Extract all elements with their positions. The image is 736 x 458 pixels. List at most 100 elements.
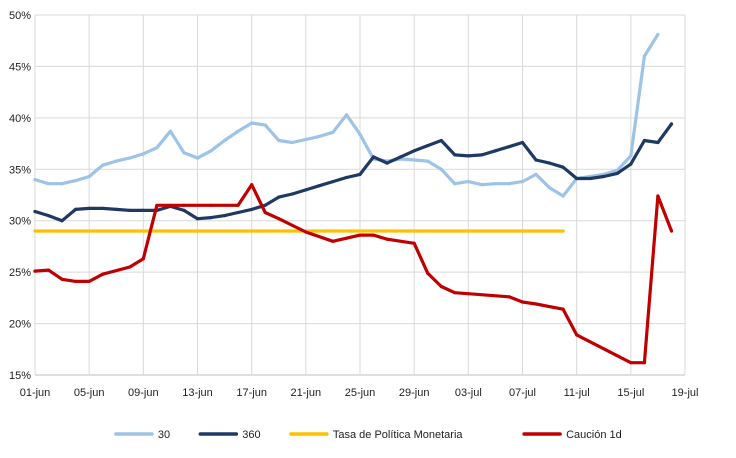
data-point bbox=[480, 153, 484, 157]
data-point bbox=[669, 122, 674, 126]
data-point bbox=[114, 207, 118, 211]
legend: 30 360 Tasa de Política Monetaria Caución 1… bbox=[114, 429, 622, 441]
y-tick-label: 20% bbox=[9, 319, 31, 331]
data-point bbox=[520, 300, 525, 304]
data-point bbox=[548, 161, 552, 165]
data-point bbox=[466, 154, 470, 158]
data-point bbox=[128, 265, 132, 269]
data-point bbox=[182, 208, 186, 212]
data-point bbox=[155, 203, 159, 207]
data-point bbox=[33, 209, 37, 214]
data-point bbox=[223, 214, 227, 218]
data-point bbox=[656, 140, 660, 145]
data-point bbox=[155, 146, 159, 150]
legend-item: 30 bbox=[114, 429, 170, 441]
data-point bbox=[290, 192, 294, 196]
data-point bbox=[33, 269, 37, 273]
data-point bbox=[250, 183, 254, 187]
data-point bbox=[439, 138, 443, 143]
data-point bbox=[466, 180, 470, 184]
x-axis: 01-jun 05-jun 09-jun 13-jun 17-jun 21-jun 25-j… bbox=[20, 387, 699, 399]
data-point bbox=[209, 149, 213, 153]
data-point bbox=[128, 208, 132, 212]
data-point bbox=[629, 361, 633, 365]
data-point bbox=[453, 291, 457, 295]
data-point bbox=[480, 183, 484, 187]
data-point bbox=[507, 295, 511, 299]
data-point bbox=[426, 271, 430, 275]
data-point bbox=[195, 217, 200, 221]
data-point bbox=[466, 292, 470, 296]
data-point bbox=[453, 182, 457, 186]
x-tick-label: 05-jun bbox=[74, 387, 105, 399]
data-point bbox=[534, 172, 538, 176]
data-point bbox=[642, 54, 647, 58]
legend-item: Caución 1d bbox=[522, 429, 622, 441]
data-point bbox=[561, 165, 565, 169]
data-point bbox=[412, 149, 416, 153]
y-tick-label: 25% bbox=[9, 267, 31, 279]
data-point bbox=[588, 176, 592, 181]
data-point bbox=[46, 182, 51, 186]
x-tick-label: 03-jul bbox=[455, 387, 482, 399]
data-point bbox=[236, 129, 240, 133]
data-point bbox=[317, 184, 321, 188]
x-tick-label: 13-jun bbox=[182, 387, 213, 399]
data-point bbox=[263, 203, 267, 207]
data-point bbox=[168, 129, 172, 133]
x-tick-label: 21-jun bbox=[291, 387, 322, 399]
x-tick-label: 19-jul bbox=[672, 387, 699, 399]
data-point bbox=[141, 208, 145, 212]
data-point bbox=[561, 194, 565, 198]
data-point bbox=[182, 203, 186, 207]
x-tick-label: 17-jun bbox=[236, 387, 267, 399]
data-point bbox=[385, 161, 389, 165]
y-tick-label: 50% bbox=[9, 10, 31, 22]
data-point bbox=[344, 175, 349, 180]
data-point bbox=[236, 203, 240, 207]
x-tick-label: 09-jun bbox=[128, 387, 159, 399]
data-point bbox=[520, 180, 525, 184]
data-point bbox=[656, 32, 660, 37]
data-point bbox=[575, 333, 579, 337]
data-point bbox=[114, 159, 118, 163]
data-point bbox=[33, 229, 37, 233]
data-point bbox=[669, 229, 674, 233]
series-line-cauci-n-1d bbox=[33, 183, 674, 365]
data-point bbox=[399, 155, 403, 159]
data-point bbox=[507, 145, 511, 149]
y-axis: 15% 20% 25% 30% 35% 40% 45% 50% bbox=[9, 10, 31, 382]
data-point bbox=[358, 172, 362, 176]
data-point bbox=[561, 307, 565, 311]
legend-label: Caución 1d bbox=[566, 429, 622, 441]
data-point bbox=[182, 151, 186, 155]
data-point bbox=[534, 158, 538, 162]
data-point bbox=[304, 188, 308, 192]
data-point bbox=[263, 123, 267, 127]
data-point bbox=[331, 239, 335, 243]
legend-label: Tasa de Política Monetaria bbox=[333, 429, 464, 441]
data-point bbox=[439, 284, 443, 289]
data-point bbox=[344, 113, 349, 117]
data-point bbox=[87, 206, 91, 210]
data-point bbox=[412, 241, 416, 245]
y-tick-label: 40% bbox=[9, 113, 31, 125]
data-point bbox=[629, 162, 633, 166]
data-point bbox=[548, 186, 552, 190]
data-point bbox=[74, 279, 78, 283]
data-point bbox=[358, 132, 362, 136]
data-point bbox=[629, 154, 633, 158]
data-point bbox=[575, 176, 579, 181]
data-point bbox=[426, 159, 430, 163]
data-point bbox=[277, 195, 281, 199]
series-layer bbox=[33, 32, 674, 365]
data-point bbox=[209, 203, 213, 207]
data-point bbox=[87, 279, 91, 283]
data-point bbox=[615, 171, 619, 175]
data-point bbox=[331, 180, 335, 184]
data-point bbox=[642, 138, 647, 143]
y-tick-label: 30% bbox=[9, 216, 31, 228]
data-point bbox=[507, 182, 511, 186]
